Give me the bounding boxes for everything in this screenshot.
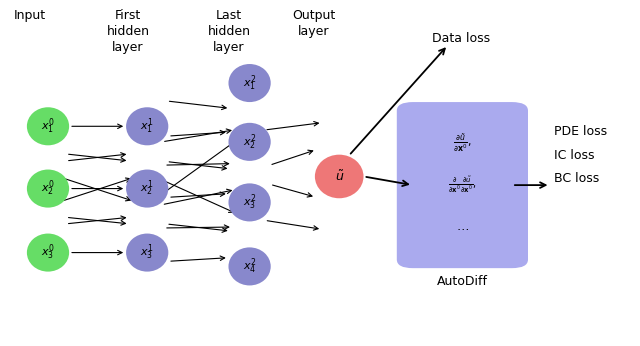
Text: $x_2^1$: $x_2^1$ [140,179,154,198]
Text: AutoDiff: AutoDiff [437,275,488,289]
Text: $x_3^1$: $x_3^1$ [140,243,154,262]
Text: $x_1^1$: $x_1^1$ [140,117,154,136]
Ellipse shape [126,170,168,208]
Text: $\tilde{u}$: $\tilde{u}$ [335,169,344,184]
Ellipse shape [27,234,69,272]
Text: $x_4^2$: $x_4^2$ [243,257,257,276]
Text: First
hidden
layer: First hidden layer [106,9,150,54]
Ellipse shape [126,234,168,272]
Text: $\frac{\partial}{\partial \mathbf{x}^0}\frac{\partial \tilde{u}}{\partial \mathb: $\frac{\partial}{\partial \mathbf{x}^0}\… [448,175,477,195]
Text: Last
hidden
layer: Last hidden layer [207,9,251,54]
Text: Output
layer: Output layer [292,9,335,38]
Text: $\frac{\partial \tilde{u}}{\partial \mathbf{x}^0}$,: $\frac{\partial \tilde{u}}{\partial \mat… [453,133,472,154]
Ellipse shape [126,107,168,145]
Text: $x_2^2$: $x_2^2$ [243,132,257,152]
FancyBboxPatch shape [397,102,528,268]
Text: IC loss: IC loss [554,148,594,162]
Ellipse shape [228,64,271,102]
Ellipse shape [315,155,364,198]
Ellipse shape [228,247,271,285]
Ellipse shape [228,183,271,221]
Text: $x_2^0$: $x_2^0$ [41,179,55,198]
Ellipse shape [27,170,69,208]
Ellipse shape [228,123,271,161]
Text: $x_3^0$: $x_3^0$ [41,243,55,262]
Text: BC loss: BC loss [554,172,599,185]
Text: $x_1^2$: $x_1^2$ [243,73,257,93]
Ellipse shape [27,107,69,145]
Text: $x_1^0$: $x_1^0$ [41,117,55,136]
Text: $x_3^2$: $x_3^2$ [243,193,257,212]
Text: PDE loss: PDE loss [554,125,607,138]
Text: $\ldots$: $\ldots$ [456,220,469,233]
Text: Data loss: Data loss [432,31,490,45]
Text: Input: Input [14,9,46,22]
